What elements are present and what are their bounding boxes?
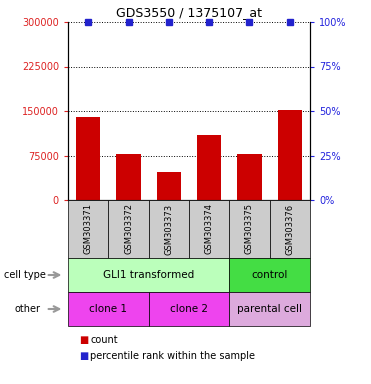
Bar [76,117,100,200]
Text: GSM303373: GSM303373 [164,204,173,255]
Text: ■: ■ [79,335,88,345]
Text: cell type: cell type [4,270,46,280]
Text: control: control [252,270,288,280]
Text: GSM303372: GSM303372 [124,204,133,255]
Text: GSM303376: GSM303376 [285,204,294,255]
Text: GSM303371: GSM303371 [84,204,93,255]
Text: ■: ■ [79,351,88,361]
Text: GSM303374: GSM303374 [205,204,214,255]
Text: other: other [15,304,41,314]
Text: percentile rank within the sample: percentile rank within the sample [90,351,255,361]
Text: count: count [90,335,118,345]
Text: clone 1: clone 1 [89,304,127,314]
Bar [237,154,262,200]
Text: clone 2: clone 2 [170,304,208,314]
Text: parental cell: parental cell [237,304,302,314]
Bar [157,172,181,200]
Text: GLI1 transformed: GLI1 transformed [103,270,194,280]
Bar [278,110,302,200]
Bar [197,135,221,200]
Bar [116,154,141,200]
Title: GDS3550 / 1375107_at: GDS3550 / 1375107_at [116,7,262,20]
Text: GSM303375: GSM303375 [245,204,254,255]
